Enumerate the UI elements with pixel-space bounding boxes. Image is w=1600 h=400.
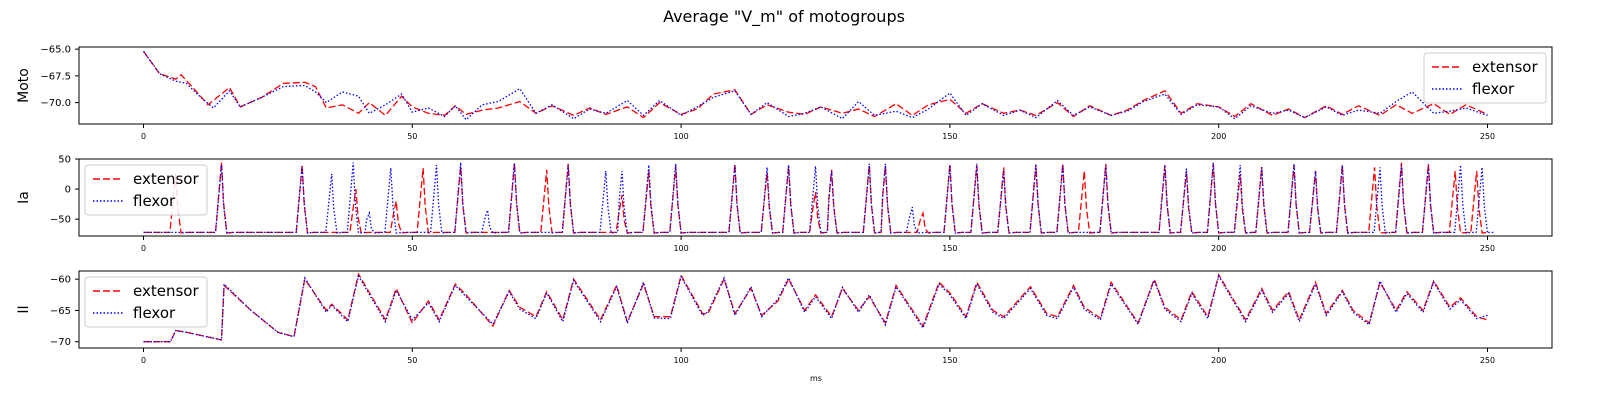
y-axis-label: II	[16, 305, 32, 313]
x-tick-label: 250	[1480, 356, 1495, 365]
x-tick-label: 150	[942, 244, 957, 253]
x-tick-label: 100	[673, 356, 688, 365]
x-tick-label: 250	[1480, 132, 1495, 141]
x-tick-label: 50	[407, 356, 417, 365]
legend-label-extensor: extensor	[1472, 58, 1538, 76]
legend-label-flexor: flexor	[1472, 80, 1515, 98]
x-tick-label: 0	[141, 356, 146, 365]
y-tick-label: −70.0	[40, 98, 71, 109]
y-tick-label: 50	[58, 155, 71, 166]
series-line-extensor	[143, 161, 1489, 234]
y-tick-label: −67.5	[40, 71, 71, 82]
y-tick-label: −65.0	[40, 45, 71, 56]
series-group	[143, 272, 1488, 343]
legend: extensor flexor	[84, 164, 208, 216]
series-line-flexor	[143, 162, 1494, 234]
y-tick-label: 0	[65, 185, 71, 196]
legend-label-extensor: extensor	[133, 170, 199, 188]
panel-ii: 0 50 100 150 200 250 −60 −65 −70 II extensor flexor	[16, 270, 1553, 365]
x-tick-label: 0	[141, 244, 146, 253]
legend: extensor flexor	[84, 276, 208, 328]
series-group	[143, 161, 1494, 234]
series-line-flexor	[143, 274, 1488, 343]
legend: extensor flexor	[1423, 52, 1547, 104]
x-tick-label: 250	[1480, 244, 1495, 253]
y-tick-label: −65	[50, 306, 71, 317]
x-tick-label: 100	[673, 244, 688, 253]
plot-frame	[78, 46, 1553, 125]
x-tick-label: 150	[942, 132, 957, 141]
x-tick-label: 200	[1211, 244, 1226, 253]
x-tick-label: 0	[141, 132, 146, 141]
legend-label-flexor: flexor	[133, 192, 176, 210]
plot-frame	[78, 158, 1553, 237]
x-tick-label: 50	[407, 244, 417, 253]
chart-title: Average "V_m" of motogroups	[663, 7, 905, 27]
y-tick-label: −60	[50, 275, 71, 286]
series-line-flexor	[142, 50, 1488, 121]
series-group	[142, 50, 1488, 121]
y-axis-label: Moto	[16, 68, 32, 103]
y-tick-label: −50	[50, 215, 71, 226]
x-tick-label: 200	[1211, 132, 1226, 141]
y-axis-label: Ia	[16, 191, 32, 204]
y-tick-label: −70	[50, 337, 71, 348]
series-line-extensor	[143, 272, 1488, 343]
x-tick-label: 50	[407, 132, 417, 141]
x-tick-label: 200	[1211, 356, 1226, 365]
legend-label-extensor: extensor	[133, 282, 199, 300]
x-tick-label: 150	[942, 356, 957, 365]
x-axis-label: ms	[810, 374, 822, 383]
series-line-extensor	[142, 50, 1488, 119]
panel-ia: 0 50 100 150 200 250 50 0 −50 Ia extensor flexor	[16, 155, 1553, 253]
panel-moto: 0 50 100 150 200 250 −65.0 −67.5 −70.0 Moto extens…	[16, 45, 1553, 141]
plot-frame	[78, 270, 1553, 349]
legend-label-flexor: flexor	[133, 304, 176, 322]
x-tick-label: 100	[673, 132, 688, 141]
